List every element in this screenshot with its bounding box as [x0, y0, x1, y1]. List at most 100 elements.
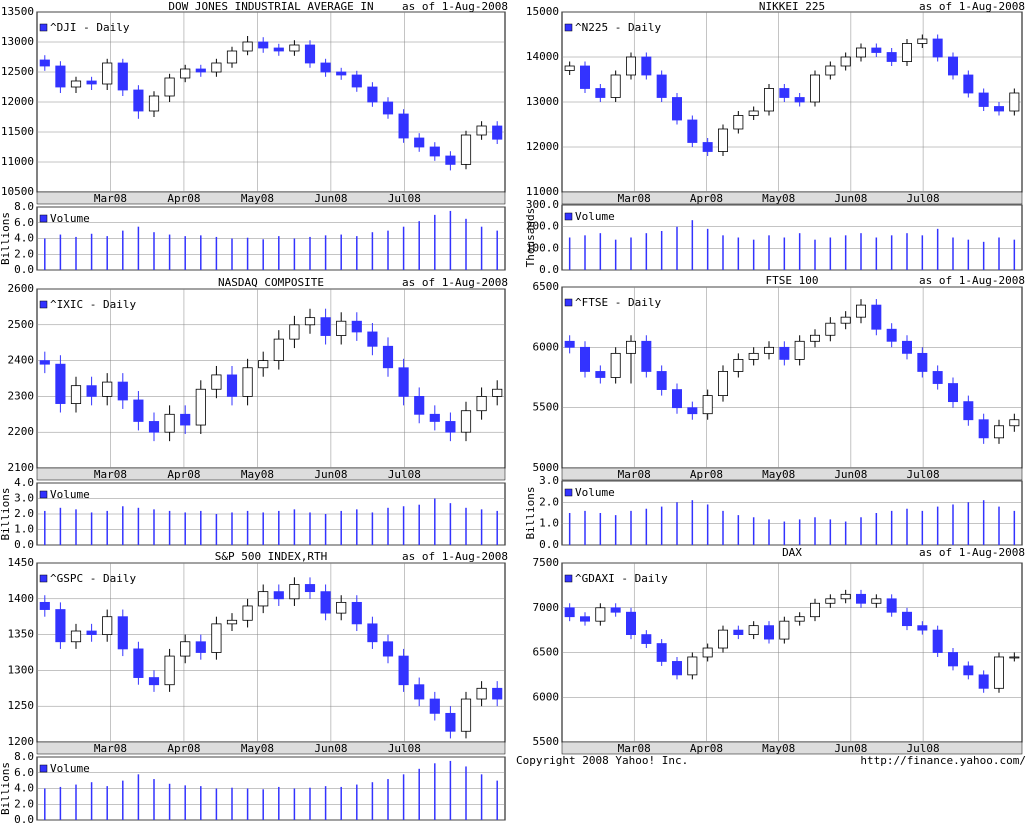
candle-body: [320, 62, 331, 73]
chart-title: DAX: [782, 546, 802, 559]
x-tick-label: May08: [241, 468, 274, 481]
y-tick-label: 7000: [533, 601, 560, 614]
as-of: as of 1-Aug-2008: [402, 276, 508, 289]
candle-body: [133, 648, 144, 678]
y-tick-label: 5000: [533, 461, 560, 474]
candle-body: [1009, 92, 1020, 112]
volume-area: [561, 480, 1023, 546]
legend-text: ^GDAXI - Daily: [575, 572, 668, 585]
y-tick-label: 1250: [8, 699, 35, 712]
x-tick-label: Mar08: [94, 468, 127, 481]
candle-body: [932, 371, 943, 384]
x-tick-label: Jul08: [388, 192, 421, 205]
candle-body: [242, 41, 253, 52]
candle-body: [117, 616, 128, 650]
candle-body: [117, 381, 128, 401]
legend-text: ^GSPC - Daily: [50, 572, 136, 585]
y-tick-label: 5500: [533, 735, 560, 748]
candle-body: [351, 74, 362, 88]
candle-body: [825, 598, 836, 604]
x-tick-label: Mar08: [618, 742, 651, 755]
candle-body: [414, 395, 425, 415]
y-tick-label: 12000: [526, 140, 559, 153]
legend-swatch: [39, 23, 48, 32]
y-tick-label: 100.0: [526, 241, 559, 254]
chart-title: NASDAQ COMPOSITE: [218, 276, 324, 289]
candle-body: [460, 134, 472, 165]
candle-body: [336, 320, 347, 336]
volume-legend: Volume: [50, 488, 90, 501]
candle-body: [626, 611, 637, 635]
y-tick-label: 0.0: [14, 813, 34, 825]
candle-body: [794, 97, 805, 103]
legend-text: ^FTSE - Daily: [575, 296, 661, 309]
candle-body: [687, 119, 698, 143]
y-tick-label: 0.0: [539, 538, 559, 551]
candle-body: [764, 625, 775, 640]
x-tick-label: Mar08: [618, 192, 651, 205]
candle-body: [414, 137, 425, 148]
candle-body: [164, 655, 175, 686]
candle-body: [779, 88, 790, 98]
candle-body: [656, 643, 667, 662]
candle-body: [180, 68, 191, 79]
y-tick-label: 12500: [1, 65, 34, 78]
candle-body: [258, 591, 269, 607]
y-tick-label: 2.0: [14, 507, 34, 520]
x-tick-label: Jul08: [907, 192, 940, 205]
candle-body: [39, 601, 50, 610]
candle-body: [148, 95, 160, 112]
candle-body: [55, 363, 66, 404]
candle-body: [856, 304, 867, 318]
x-tick-label: Apr08: [690, 192, 723, 205]
candle-body: [70, 385, 82, 404]
candle-body: [398, 113, 409, 139]
legend-swatch: [39, 300, 48, 309]
x-tick-label: Apr08: [167, 742, 200, 755]
candle-body: [641, 340, 652, 372]
candle-body: [86, 385, 97, 397]
y-tick-label: 3.0: [539, 474, 559, 487]
candle-body: [871, 598, 882, 604]
candle-body: [195, 388, 206, 426]
candle-body: [672, 661, 683, 676]
x-tick-label: May08: [762, 742, 795, 755]
candle-body: [902, 611, 913, 627]
candle-body: [445, 712, 456, 732]
legend-swatch: [564, 212, 573, 221]
x-tick-label: May08: [241, 192, 274, 205]
candle-body: [102, 381, 113, 397]
x-tick-label: Jun08: [314, 468, 347, 481]
y-tick-label: 6000: [533, 340, 560, 353]
candle-body: [978, 674, 989, 689]
candle-body: [656, 74, 667, 98]
x-tick-label: Jul08: [907, 468, 940, 481]
candle-body: [718, 629, 729, 649]
candle-body: [702, 395, 713, 415]
candle-body: [610, 74, 621, 98]
y-tick-label: 7500: [533, 556, 560, 569]
x-tick-label: Apr08: [690, 468, 723, 481]
plot-area: [561, 286, 1023, 469]
candle-body: [382, 101, 394, 115]
y-tick-label: 6.0: [14, 216, 34, 229]
y-tick-label: 4.0: [14, 232, 34, 245]
candle-body: [595, 88, 606, 98]
candle-body: [289, 584, 300, 600]
candle-body: [641, 634, 652, 644]
volume-axis-title: Billions: [524, 487, 537, 540]
y-tick-label: 2500: [8, 318, 35, 331]
candle-body: [580, 65, 591, 89]
y-tick-label: 1200: [8, 735, 35, 748]
legend-swatch: [564, 23, 573, 32]
candle-body: [978, 419, 989, 439]
candle-body: [211, 374, 222, 390]
x-tick-label: Apr08: [690, 742, 723, 755]
candle-body: [70, 80, 82, 88]
legend-text: ^IXIC - Daily: [50, 298, 136, 311]
candle-body: [476, 395, 487, 412]
y-tick-label: 5500: [533, 401, 560, 414]
candle-body: [164, 413, 175, 433]
candle-body: [733, 629, 744, 635]
as-of: as of 1-Aug-2008: [402, 0, 508, 13]
